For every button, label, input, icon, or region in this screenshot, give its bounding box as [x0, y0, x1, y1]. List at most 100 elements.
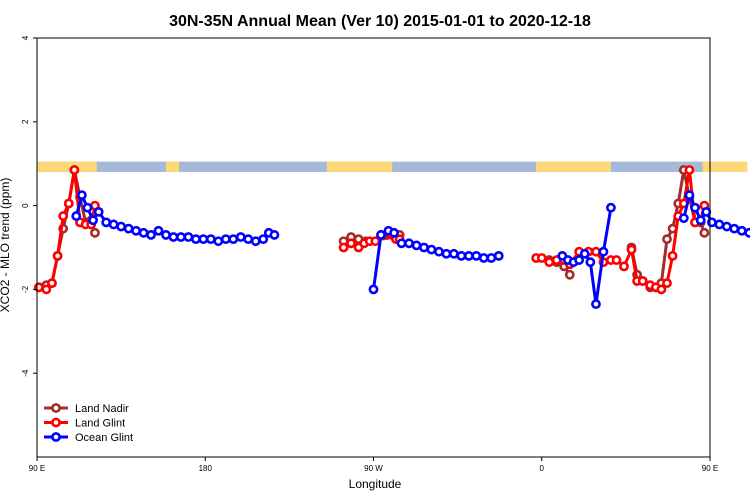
land-glint-point: [536, 253, 547, 263]
land-band-3: [536, 161, 611, 173]
land-glint-point: [47, 278, 57, 289]
land-glint-point: [591, 246, 601, 257]
ocean-glint-point: [116, 221, 127, 232]
land-glint-point: [346, 238, 356, 249]
ocean-glint-point: [404, 238, 414, 249]
ocean-glint-point: [744, 227, 750, 238]
ocean-glint-point: [486, 253, 497, 263]
ocean-glint-point: [168, 232, 179, 242]
land-glint-point: [611, 255, 622, 265]
ocean-glint-point: [598, 246, 609, 257]
ocean-glint-point: [220, 234, 231, 245]
x-tick-label: 90 W: [364, 464, 383, 473]
axes: 4 2 0 -2 -4 90 E 180 90 W 0 90 E: [21, 35, 718, 473]
ocean-glint-point: [684, 190, 695, 201]
ocean-glint-point: [463, 250, 474, 261]
land-glint-point: [63, 198, 74, 209]
ocean-glint-point: [690, 202, 700, 213]
ocean-glint-point: [478, 253, 489, 263]
y-tick-label: 0: [21, 203, 30, 208]
ocean-glint-point: [235, 232, 246, 242]
land-glint-point: [338, 242, 349, 253]
ocean-glint-point: [606, 202, 616, 213]
ocean-glint-point: [426, 244, 437, 255]
ocean-glint-point: [76, 190, 87, 201]
ocean-glint-point: [153, 225, 164, 236]
ocean-glint-point: [131, 225, 141, 236]
y-tick-label: -2: [21, 285, 30, 293]
x-tick-label: 0: [540, 464, 545, 473]
land-glint-point: [626, 244, 637, 255]
ocean-glint-point: [695, 215, 706, 226]
x-tick-label: 180: [199, 464, 213, 473]
ocean-glint-point: [191, 234, 201, 245]
ocean-glint-point: [591, 299, 601, 309]
land-nadir-point: [90, 227, 100, 238]
legend-marker-land-nadir: [51, 403, 61, 413]
ocean-glint-point: [574, 255, 585, 265]
ocean-glint-point: [82, 202, 93, 213]
chart-title: 30N-35N Annual Mean (Ver 10) 2015-01-01 …: [169, 13, 591, 30]
ocean-glint-point: [176, 232, 186, 242]
ocean-glint-point: [721, 221, 732, 232]
land-glint-point: [667, 250, 678, 261]
land-band-4: [702, 161, 748, 173]
legend-marker-ocean-glint: [51, 432, 61, 442]
ocean-glint-point: [243, 234, 254, 245]
ocean-glint-point: [493, 250, 504, 261]
land-glint-point: [52, 250, 63, 261]
plot-frame: [36, 37, 711, 458]
ocean-glint-point: [205, 234, 216, 245]
ocean-glint-point: [368, 284, 379, 295]
x-tick-label: 90 E: [702, 464, 718, 473]
y-tick-label: 2: [21, 119, 30, 124]
legend-marker-land-glint: [51, 417, 61, 428]
ocean-glint-point: [108, 219, 119, 230]
ocean-glint-point: [579, 248, 590, 259]
y-tick-label: -4: [21, 369, 30, 377]
land-nadir-point: [699, 227, 710, 238]
legend-label-ocean-glint: Ocean Glint: [75, 432, 133, 444]
land-band-2: [326, 161, 393, 173]
ocean-glint-point: [228, 234, 239, 245]
plot-area: [33, 161, 750, 309]
ocean-glint-point: [161, 230, 171, 240]
ocean-glint-point: [714, 219, 725, 230]
ocean-glint-point: [71, 211, 82, 221]
y-axis-label: XCO2 - MLO trend (ppm): [0, 178, 12, 313]
ocean-glint-point: [411, 240, 422, 251]
ocean-glint-point: [471, 250, 482, 261]
ocean-glint-point: [736, 225, 747, 236]
ocean-glint-point: [434, 246, 444, 257]
legend: Land Nadir Land Glint Ocean Glint: [44, 403, 133, 444]
ocean-glint-point: [88, 215, 98, 226]
ocean-glint-point: [456, 250, 467, 261]
ocean-glint-point: [585, 257, 596, 268]
land-glint-point: [544, 257, 555, 268]
land-band-1: [165, 161, 180, 173]
land-glint-point: [69, 165, 80, 175]
ocean-glint-point: [376, 230, 386, 240]
ocean-glint-point: [701, 206, 712, 217]
land-band-0: [37, 161, 97, 173]
ocean-glint-point: [146, 230, 156, 240]
land-glint-point: [684, 165, 695, 175]
x-axis-label: Longitude: [349, 477, 402, 491]
ocean-glint-point: [419, 242, 429, 253]
ocean-glint-point: [441, 248, 452, 259]
ocean-glint-point: [396, 238, 407, 249]
land-glint-line-2: [536, 168, 706, 291]
land-glint-point: [41, 284, 52, 295]
ocean-glint-point: [706, 217, 717, 228]
ocean-glint-point: [123, 223, 134, 234]
land-glint-point: [656, 284, 667, 295]
x-tick-label: 90 E: [29, 464, 45, 473]
land-glint-point: [619, 261, 629, 272]
ocean-glint-point: [101, 217, 112, 228]
ocean-glint-point: [250, 236, 261, 247]
ocean-glint-point: [198, 234, 209, 245]
land-glint-point: [662, 278, 672, 289]
ocean-glint-point: [678, 213, 689, 224]
ocean-glint-point: [729, 223, 740, 234]
